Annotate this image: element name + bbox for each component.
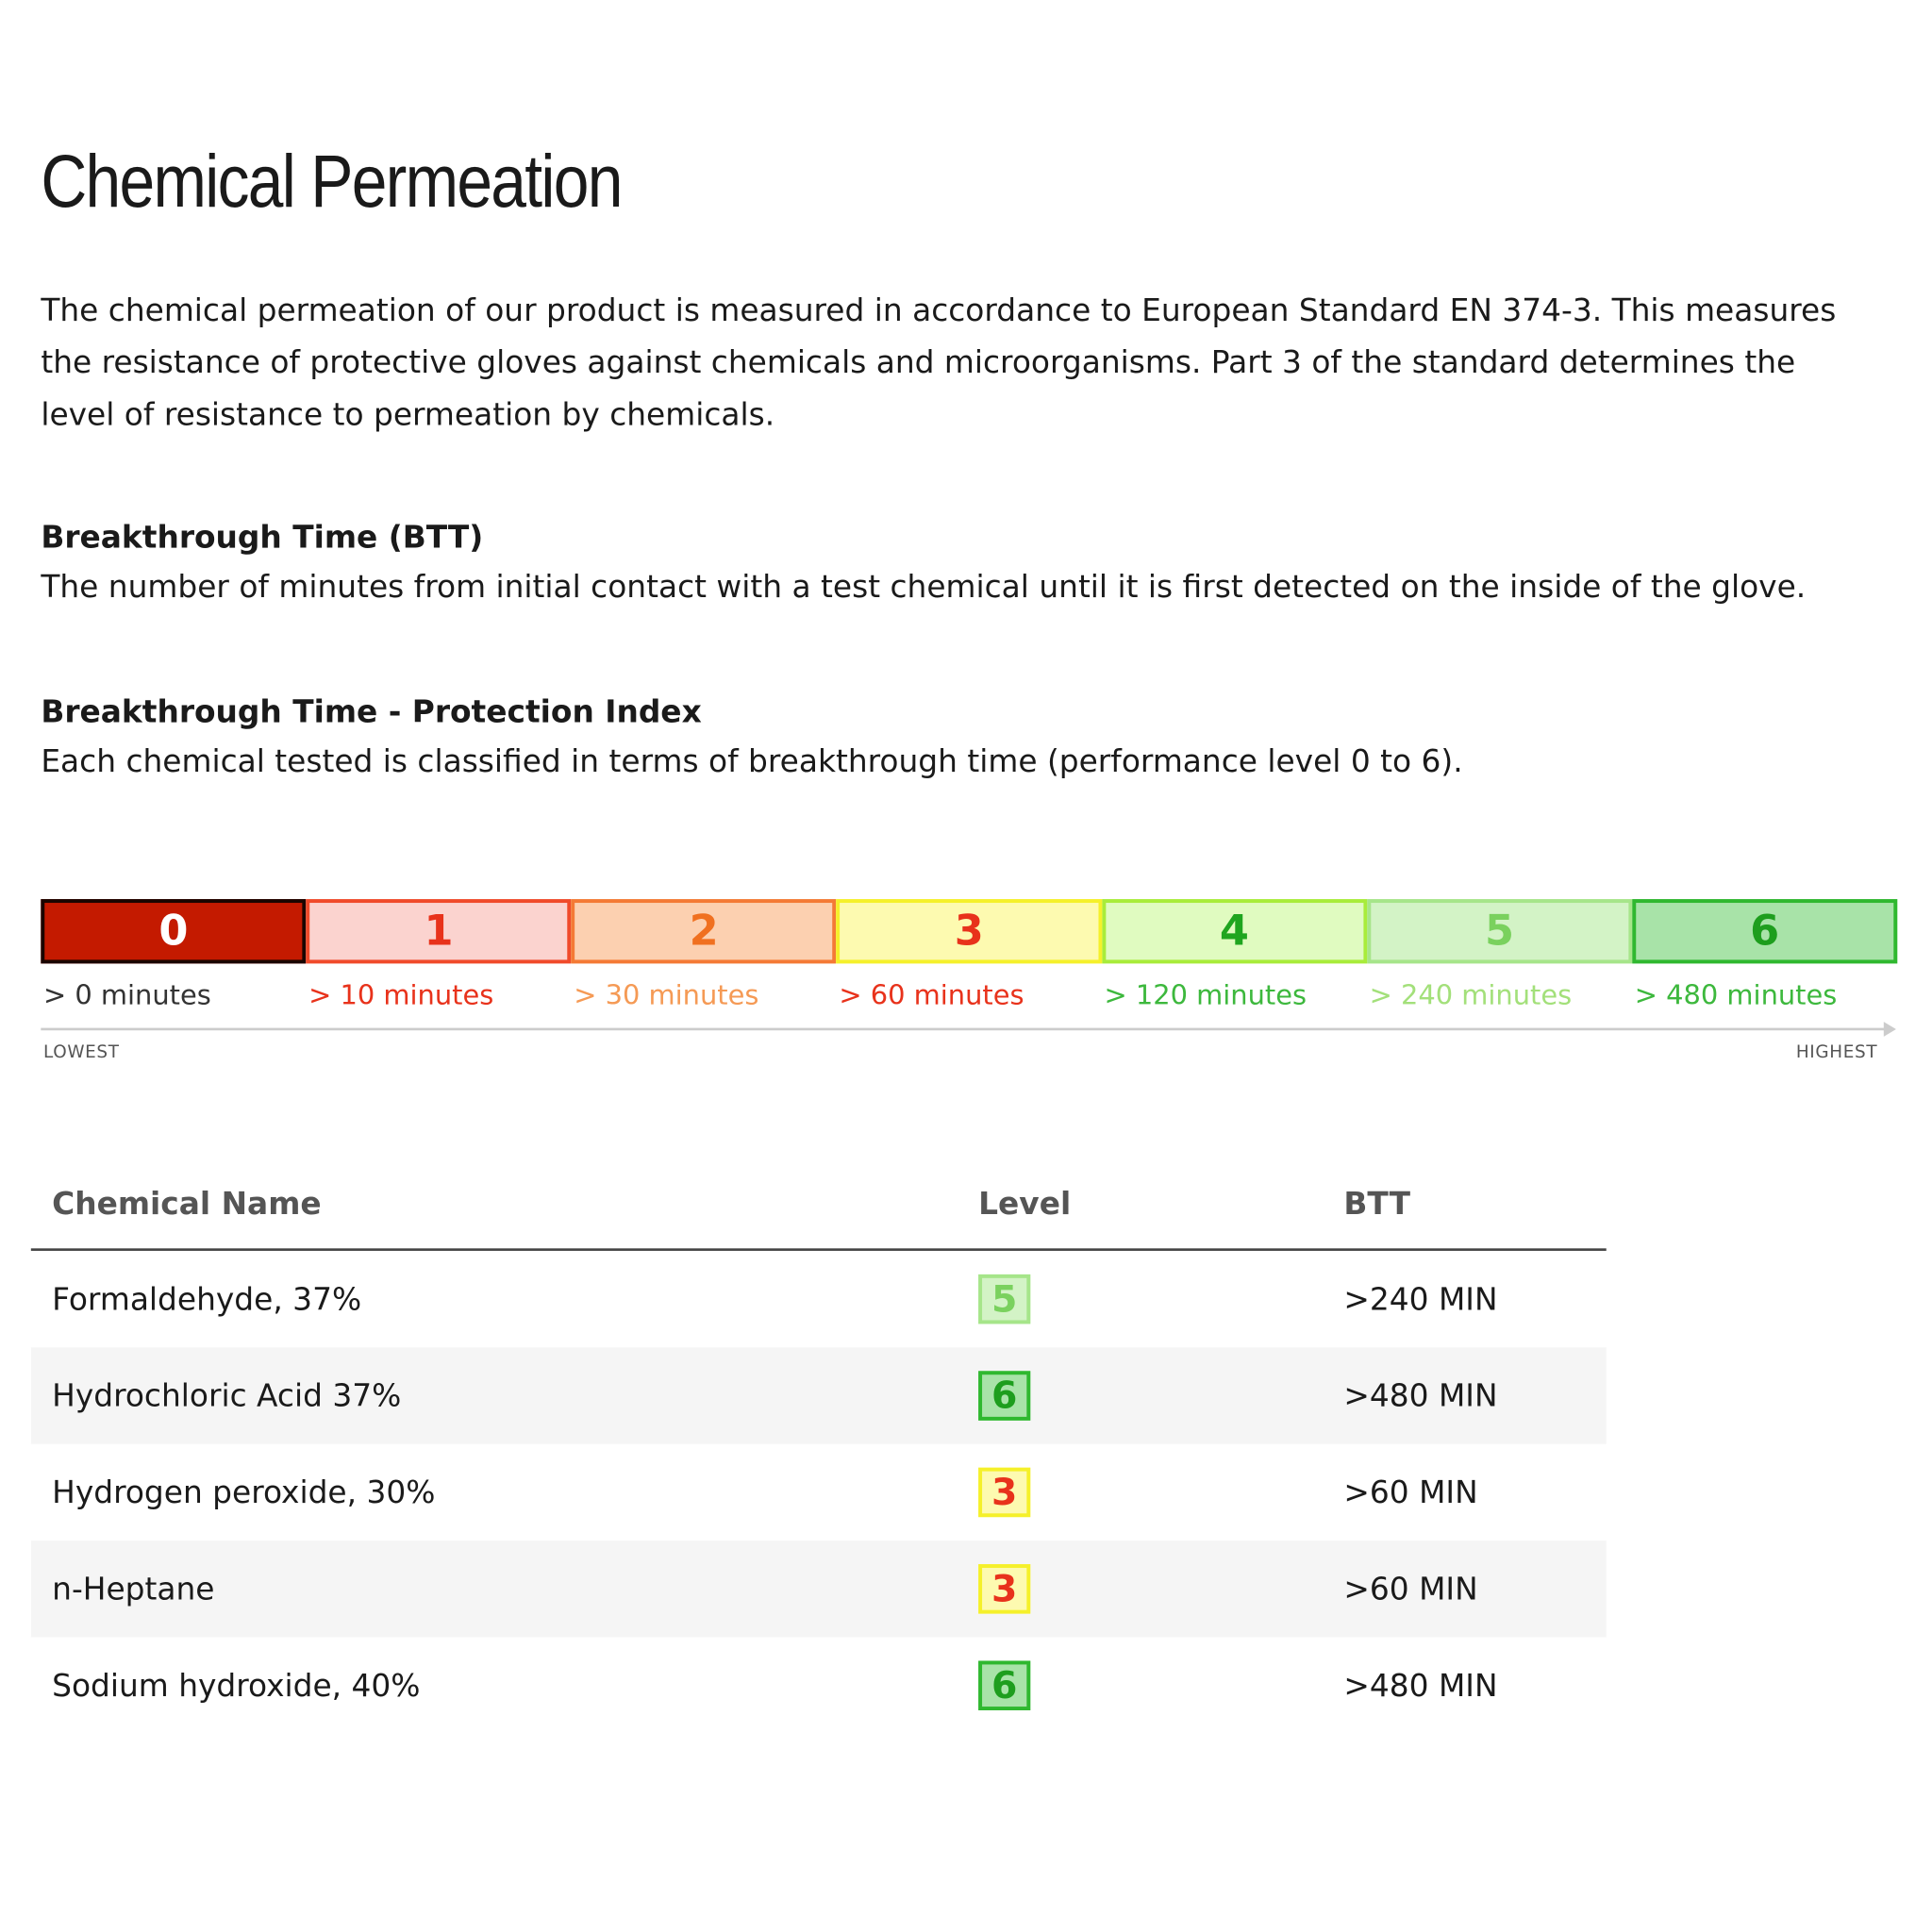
level-time: > 10 minutes (308, 980, 494, 1012)
level-badge: 3 (978, 1467, 1031, 1518)
chemical-name: Hydrochloric Acid 37% (52, 1377, 402, 1414)
section-text: Each chemical tested is classified in te… (41, 742, 1463, 779)
scale-arrowhead (1883, 1022, 1896, 1037)
btt-value: >480 MIN (1343, 1667, 1498, 1704)
level-badge: 3 (978, 1564, 1031, 1614)
level-badge: 6 (978, 1660, 1031, 1711)
scale-high: HIGHEST (1795, 1042, 1878, 1063)
header-cell: Chemical Name (52, 1186, 322, 1223)
section-heading: Breakthrough Time (BTT) (41, 519, 484, 556)
chemical-table: Chemical Name Level BTT Formaldehyde, 37… (30, 1164, 1607, 1734)
page-title: Chemical Permeation (41, 140, 623, 224)
btt-value: >240 MIN (1343, 1281, 1498, 1318)
level-cell: 3 (836, 899, 1102, 964)
level-time: > 480 minutes (1634, 980, 1838, 1012)
btt-value: >480 MIN (1343, 1377, 1498, 1414)
level-time: > 60 minutes (839, 980, 1024, 1012)
section: Breakthrough Time - Protection Index Eac… (41, 688, 1462, 787)
level-cell: 6 (1632, 899, 1898, 964)
table-row: n-Heptane 3 >60 MIN (30, 1541, 1607, 1638)
section-heading: Breakthrough Time - Protection Index (41, 693, 702, 730)
section: Breakthrough Time (BTT) The number of mi… (41, 513, 1806, 612)
level-cell: 1 (306, 899, 572, 964)
table-header: Chemical Name Level BTT (30, 1164, 1607, 1251)
scale-arrow (41, 1027, 1887, 1031)
header-cell: BTT (1343, 1186, 1410, 1223)
level-time: > 0 minutes (42, 980, 211, 1012)
level-cell: 5 (1366, 899, 1633, 964)
level-time: > 120 minutes (1104, 980, 1307, 1012)
btt-value: >60 MIN (1343, 1571, 1478, 1607)
header-cell: Level (978, 1186, 1072, 1223)
level-scale: LOWEST HIGHEST 0 > 0 minutes 1 > 10 minutes… (41, 899, 1898, 1073)
section-text: The number of minutes from initial conta… (41, 568, 1807, 605)
level-cell: 2 (571, 899, 837, 964)
chemical-name: Sodium hydroxide, 40% (52, 1667, 421, 1704)
level-time: > 240 minutes (1369, 980, 1573, 1012)
chemical-name: Formaldehyde, 37% (52, 1281, 362, 1318)
level-time: > 30 minutes (574, 980, 759, 1012)
table-row: Sodium hydroxide, 40% 6 >480 MIN (31, 1638, 1607, 1734)
btt-value: >60 MIN (1343, 1474, 1478, 1510)
level-cell: 4 (1101, 899, 1367, 964)
chemical-name: n-Heptane (52, 1571, 215, 1607)
table-row: Formaldehyde, 37% 5 >240 MIN (31, 1251, 1607, 1347)
intro-text: The chemical permeation of our product i… (41, 291, 1837, 433)
chemical-name: Hydrogen peroxide, 30% (52, 1474, 436, 1510)
table-row: Hydrogen peroxide, 30% 3 >60 MIN (31, 1444, 1607, 1541)
level-badge: 5 (978, 1274, 1031, 1324)
level-cell: 0 (41, 899, 307, 964)
level-badge: 6 (978, 1371, 1031, 1421)
table-row: Hydrochloric Acid 37% 6 >480 MIN (30, 1347, 1607, 1444)
scale-low: LOWEST (42, 1042, 120, 1063)
